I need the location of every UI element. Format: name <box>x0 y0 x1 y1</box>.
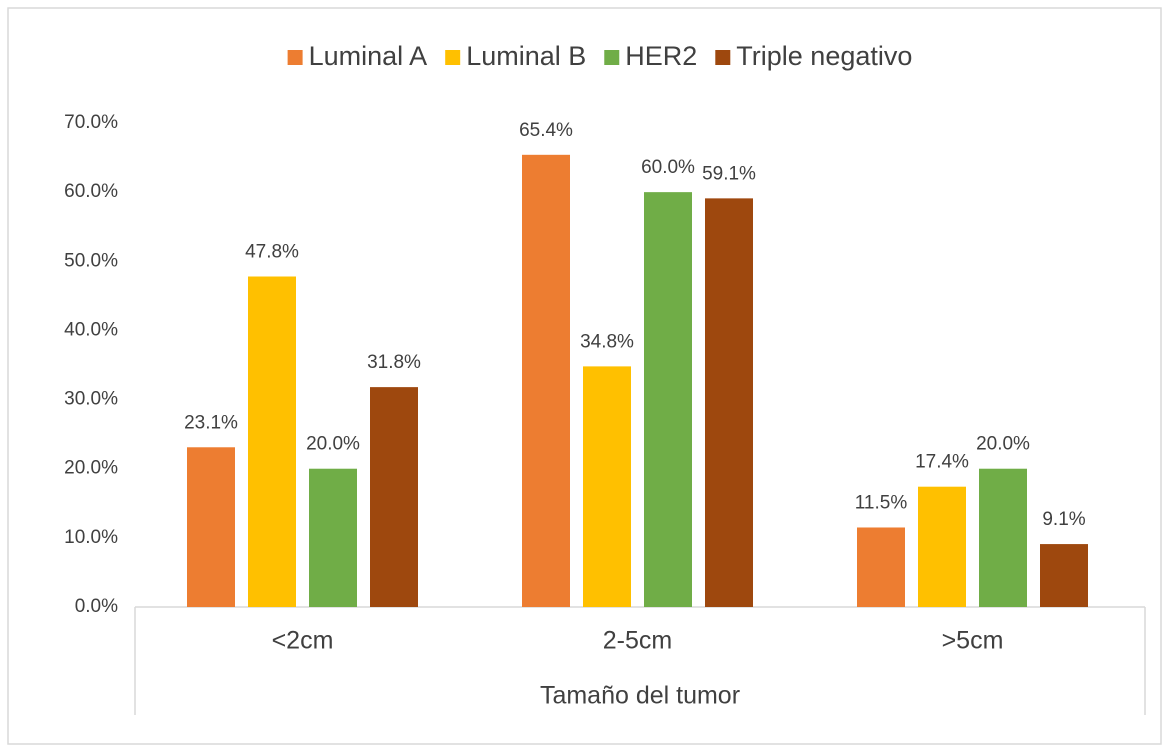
value-label: 47.8% <box>245 242 299 263</box>
y-tick-label: 70.0% <box>64 112 118 133</box>
legend-swatch <box>287 50 303 65</box>
legend-label: HER2 <box>625 41 697 71</box>
y-tick-label: 10.0% <box>64 527 118 548</box>
bar <box>644 192 692 607</box>
value-label: 60.0% <box>641 157 695 178</box>
bar <box>918 486 966 607</box>
bar <box>583 366 631 607</box>
legend-label: Luminal B <box>466 41 586 71</box>
bar <box>857 527 905 607</box>
value-label: 20.0% <box>306 434 360 455</box>
legend-swatch <box>604 50 620 65</box>
x-tick-label: <2cm <box>272 627 334 655</box>
y-tick-label: 0.0% <box>75 596 118 617</box>
value-label: 59.1% <box>702 163 756 184</box>
bar <box>522 154 570 607</box>
y-tick-label: 20.0% <box>64 458 118 479</box>
bar <box>309 468 357 607</box>
legend-label: Triple negativo <box>736 41 912 71</box>
x-axis-title: Tamaño del tumor <box>540 682 740 710</box>
value-label: 34.8% <box>580 331 634 352</box>
value-label: 17.4% <box>915 452 969 473</box>
bar <box>248 276 296 607</box>
value-label: 65.4% <box>519 120 573 141</box>
value-label: 9.1% <box>1042 509 1085 530</box>
legend-swatch <box>715 50 731 65</box>
bar <box>370 387 418 607</box>
bar <box>705 198 753 607</box>
y-tick-label: 40.0% <box>64 319 118 340</box>
value-label: 23.1% <box>184 412 238 433</box>
value-label: 31.8% <box>367 352 421 373</box>
legend-swatch <box>445 50 461 65</box>
x-tick-label: >5cm <box>942 627 1004 655</box>
y-tick-label: 50.0% <box>64 250 118 271</box>
legend-label: Luminal A <box>309 41 428 71</box>
bar <box>1040 544 1088 607</box>
y-tick-label: 30.0% <box>64 389 118 410</box>
value-label: 20.0% <box>976 434 1030 455</box>
bar <box>187 447 235 607</box>
value-label: 11.5% <box>855 493 908 514</box>
x-tick-label: 2-5cm <box>603 627 672 655</box>
y-tick-label: 60.0% <box>64 181 118 202</box>
bar <box>979 468 1027 607</box>
